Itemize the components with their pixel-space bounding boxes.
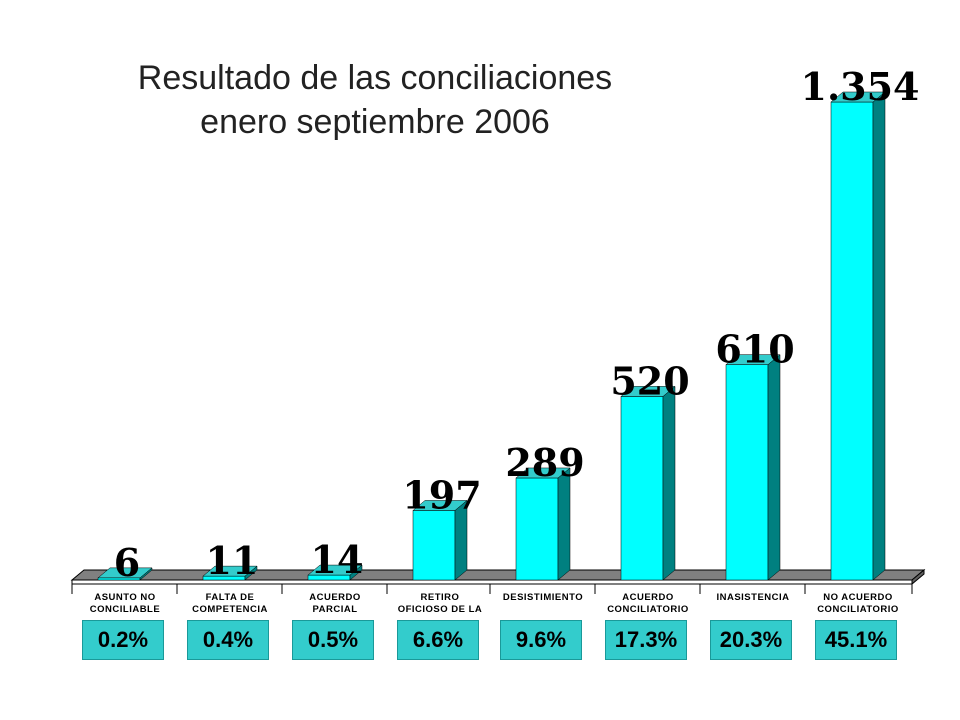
category-label-8-line1: NO ACUERDO	[823, 592, 893, 603]
category-label-7-line1: INASISTENCIA	[716, 592, 789, 603]
bar-top-5	[515, 467, 571, 479]
bar-top-6	[620, 386, 676, 397]
percentage-box-8: 45.1%	[815, 620, 897, 660]
percentage-box-3: 0.5%	[292, 620, 374, 660]
percentage-box-6: 17.3%	[605, 620, 687, 660]
category-label-1-line2: CONCILIABLE	[90, 604, 160, 615]
bars	[97, 91, 886, 581]
bar-top-7	[725, 354, 781, 365]
value-labels: 6 11 14 197 289 520 610 1.354	[114, 64, 920, 585]
chart-floor	[70, 568, 926, 594]
category-label-3-line1: ACUERDO	[309, 592, 361, 603]
value-label-8: 1.354	[801, 64, 920, 109]
bar-top-8	[830, 91, 886, 103]
category-label-6-line1: ACUERDO	[622, 592, 674, 603]
bar-5	[515, 477, 559, 581]
category-label-4-line2: OFICIOSO DE LA	[398, 604, 483, 615]
bar-side-8	[872, 91, 886, 581]
percentage-box-4: 6.6%	[397, 620, 479, 660]
value-label-7: 610	[715, 327, 794, 372]
bar-8	[830, 101, 874, 581]
percentage-box-1: 0.2%	[82, 620, 164, 660]
category-label-5-line1: DESISTIMIENTO	[503, 592, 583, 603]
value-label-2: 11	[206, 538, 259, 583]
category-label-2-line2: COMPETENCIA	[192, 604, 268, 615]
value-label-6: 520	[610, 358, 689, 403]
value-label-4: 197	[402, 472, 481, 517]
percentage-box-2: 0.4%	[187, 620, 269, 660]
value-label-3: 14	[311, 537, 364, 582]
value-label-1: 6	[114, 540, 140, 585]
bar-top-1	[97, 567, 153, 579]
bar-6	[620, 396, 664, 581]
bar-side-6	[662, 385, 676, 581]
chart-title-line1: Resultado de las conciliaciones	[137, 59, 613, 97]
category-label-8-line2: CONCILIATORIO	[817, 604, 899, 615]
value-label-5: 289	[505, 440, 584, 485]
chart-title-line2: enero septiembre 2006	[200, 103, 550, 141]
bar-side-7	[767, 354, 781, 581]
bar-top-2	[202, 565, 258, 577]
category-label-3-line2: PARCIAL	[312, 604, 357, 615]
category-label-6-line2: CONCILIATORIO	[607, 604, 689, 615]
bar-top-3	[307, 564, 363, 576]
category-label-1-line1: ASUNTO NO	[94, 592, 155, 603]
percentage-box-7: 20.3%	[710, 620, 792, 660]
category-label-4-line1: RETIRO	[421, 592, 460, 603]
floor-front	[71, 579, 913, 585]
bar-top-4	[412, 500, 468, 511]
category-label-2-line1: FALTA DE	[206, 592, 255, 603]
percentage-box-5: 9.6%	[500, 620, 582, 660]
floor-side	[911, 568, 925, 586]
floor-top	[70, 569, 926, 581]
chart-title: Resultado de las conciliaciones enero se…	[60, 56, 690, 144]
bar-7	[725, 364, 769, 581]
bar-4	[412, 510, 456, 581]
